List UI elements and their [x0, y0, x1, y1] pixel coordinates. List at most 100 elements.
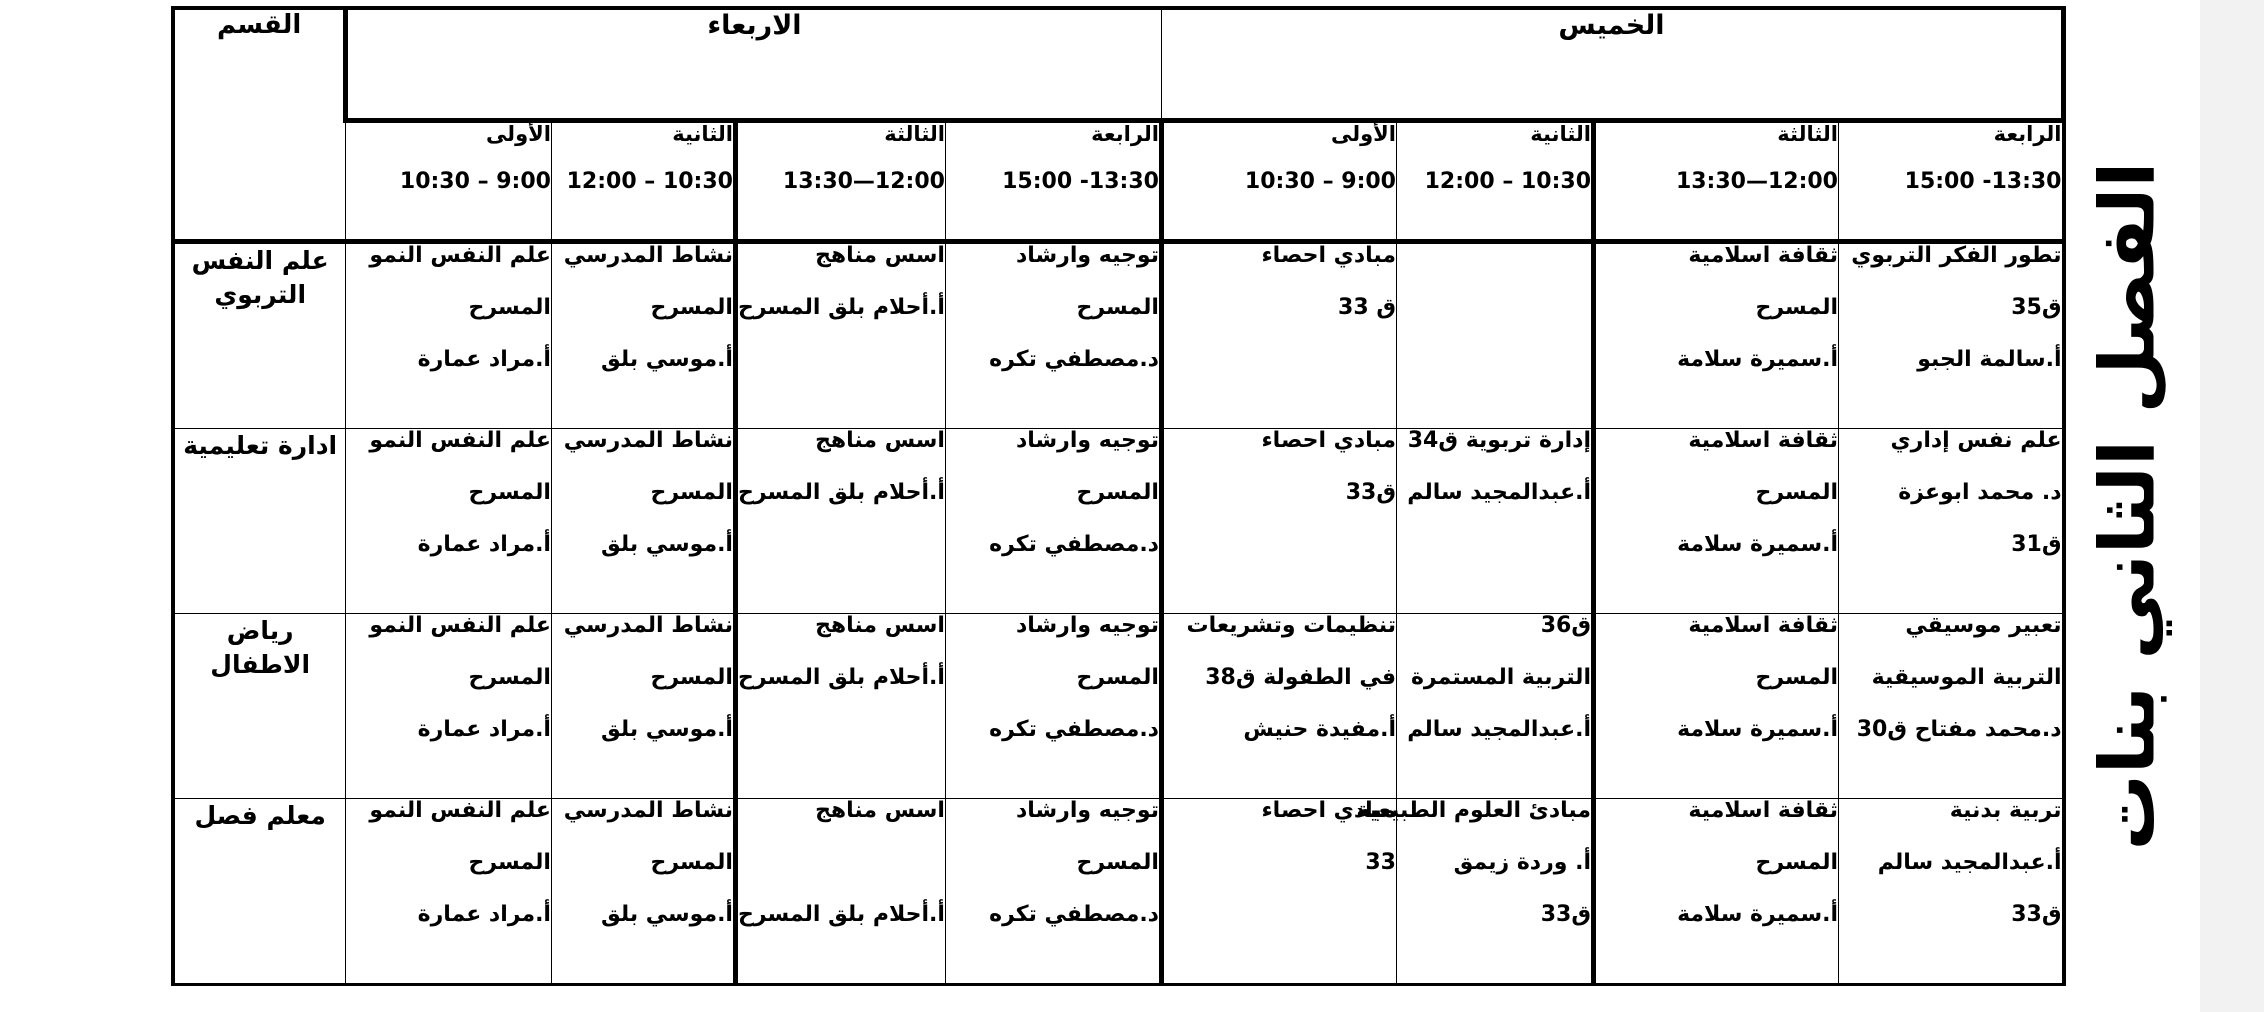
- slot-line: المسرح: [468, 665, 551, 690]
- slot-cell[interactable]: اسس مناهج أ.أحلام بلق المسرح: [732, 613, 946, 799]
- slot-line: ق33: [1540, 902, 1591, 927]
- slot-cell[interactable]: ق36 التربية المستمرة أ.عبدالمجيد سالم: [1396, 613, 1594, 799]
- slot-line: أ.عبدالمجيد سالم: [1877, 850, 2062, 875]
- slot-cell[interactable]: نشاط المدرسي المسرح أ.موسي بلق: [550, 613, 736, 799]
- slot-cell[interactable]: علم نفس إداري د. محمد ابوعزة ق31: [1838, 428, 2066, 614]
- slot-cell[interactable]: ثقافة اسلامية المسرح أ.سميرة سلامة: [1591, 613, 1839, 799]
- slot-cell[interactable]: توجيه وارشاد المسرح د.مصطفي تكره: [944, 613, 1164, 799]
- slot-cell[interactable]: توجيه وارشاد المسرح د.مصطفي تكره: [944, 241, 1164, 429]
- slot-line: علم نفس إداري: [1890, 428, 2062, 453]
- slot-line: في الطفولة ق38: [1205, 665, 1396, 690]
- slot-line: علم النفس النمو: [369, 613, 551, 638]
- slot-cell[interactable]: مبادي احصاء 33: [1160, 798, 1398, 986]
- slot-cell[interactable]: مبادي احصاء ق 33: [1160, 241, 1398, 429]
- slot-line: المسرح: [1755, 295, 1838, 320]
- period-time: 15:00 -13:30: [1002, 169, 1159, 195]
- slot-cell[interactable]: علم النفس النمو المسرح أ.مراد عمارة: [344, 798, 552, 986]
- slot-line: نشاط المدرسي: [563, 613, 733, 638]
- period-time: 13:30—12:00: [782, 169, 945, 195]
- slot-cell[interactable]: ثقافة اسلامية المسرح أ.سميرة سلامة: [1591, 241, 1839, 429]
- period-header-thursday-3: الثانية 12:00 – 10:30: [1396, 120, 1594, 244]
- department-cell[interactable]: رياض الاطفال: [171, 613, 346, 799]
- slot-cell[interactable]: تربية بدنية أ.عبدالمجيد سالم ق33: [1838, 798, 2066, 986]
- period-time: 15:00 -13:30: [1904, 169, 2062, 195]
- slot-cell[interactable]: تنظيمات وتشريعات في الطفولة ق38 أ.مفيدة حن…: [1160, 613, 1398, 799]
- slot-line: المسرح: [1076, 480, 1159, 505]
- slot-cell[interactable]: ثقافة اسلامية المسرح أ.سميرة سلامة: [1591, 798, 1839, 986]
- department-cell[interactable]: ادارة تعليمية: [171, 428, 346, 614]
- slot-line: اسس مناهج: [815, 428, 945, 453]
- period-name: الأولى: [1330, 122, 1396, 146]
- slot-cell[interactable]: علم النفس النمو المسرح أ.مراد عمارة: [344, 613, 552, 799]
- day-header-thursday: الخميس: [1160, 6, 2067, 123]
- slot-line: نشاط المدرسي: [563, 798, 733, 823]
- slot-line: أ.عبدالمجيد سالم: [1407, 480, 1591, 505]
- slot-line: المسرح: [1755, 665, 1838, 690]
- slot-line: تطور الفكر التربوي: [1851, 243, 2062, 268]
- slot-line: أ.أحلام بلق المسرح: [737, 480, 945, 505]
- slot-line: أ.موسي بلق: [601, 717, 733, 742]
- slot-line: 33: [1365, 850, 1396, 875]
- slot-cell[interactable]: تعبير موسيقي التربية الموسيقية د.محمد مفتا…: [1838, 613, 2066, 799]
- period-name: الأولى: [485, 122, 551, 146]
- slot-line: مبادي احصاء: [1261, 243, 1396, 268]
- slot-line: أ.سميرة سلامة: [1677, 717, 1838, 742]
- slot-line: نشاط المدرسي: [563, 428, 733, 453]
- timetable-row: تعبير موسيقي التربية الموسيقية د.محمد مفتا…: [171, 613, 2066, 799]
- slot-cell[interactable]: نشاط المدرسي المسرح أ.موسي بلق: [550, 428, 736, 614]
- period-header-wednesday-1: الرابعة 15:00 -13:30: [944, 120, 1164, 244]
- slot-cell[interactable]: توجيه وارشاد المسرح د.مصطفي تكره: [944, 428, 1164, 614]
- slot-line: إدارة تربوية ق34: [1407, 428, 1591, 453]
- document-vertical-title: الفصل الثاني بنات: [2081, 161, 2171, 851]
- department-label: معلم فصل: [194, 801, 326, 830]
- slot-line: ق33: [2011, 902, 2062, 927]
- slot-line: نشاط المدرسي: [563, 243, 733, 268]
- dept-column-header-label: القسم: [217, 10, 302, 40]
- period-name: الثالثة: [1777, 122, 1838, 146]
- department-label: رياض الاطفال: [210, 616, 311, 679]
- department-cell[interactable]: علم النفس التربوي: [171, 241, 346, 429]
- dept-column-header: القسم: [171, 6, 346, 244]
- slot-line: د.مصطفي تكره: [989, 717, 1159, 742]
- slot-line: ق 33: [1338, 295, 1396, 320]
- slot-cell[interactable]: علم النفس النمو المسرح أ.مراد عمارة: [344, 428, 552, 614]
- slot-cell[interactable]: اسس مناهج أ.أحلام بلق المسرح: [732, 798, 946, 986]
- slot-cell[interactable]: إدارة تربوية ق34 أ.عبدالمجيد سالم: [1396, 428, 1594, 614]
- period-header-thursday-1: الرابعة 15:00 -13:30: [1838, 120, 2066, 244]
- slot-line: أ.موسي بلق: [601, 532, 733, 557]
- slot-cell[interactable]: مبادي احصاء ق33: [1160, 428, 1398, 614]
- slot-line: أ.مراد عمارة: [417, 532, 551, 557]
- period-time: 12:00 – 10:30: [1424, 169, 1591, 195]
- slot-line: مبادي احصاء: [1261, 798, 1396, 823]
- slot-line: المسرح: [468, 850, 551, 875]
- slot-line: ثقافة اسلامية: [1688, 613, 1838, 638]
- period-name: الرابعة: [1091, 122, 1159, 146]
- department-cell[interactable]: معلم فصل: [171, 798, 346, 986]
- slot-line: علم النفس النمو: [369, 243, 551, 268]
- slot-cell[interactable]: نشاط المدرسي المسرح أ.موسي بلق: [550, 241, 736, 429]
- slot-cell[interactable]: نشاط المدرسي المسرح أ.موسي بلق: [550, 798, 736, 986]
- slot-line: توجيه وارشاد: [1016, 798, 1159, 823]
- slot-line: أ.مراد عمارة: [417, 902, 551, 927]
- slot-line: المسرح: [1755, 850, 1838, 875]
- slot-line: اسس مناهج: [815, 798, 945, 823]
- slot-line: المسرح: [468, 295, 551, 320]
- slot-cell[interactable]: اسس مناهج أ.أحلام بلق المسرح: [732, 241, 946, 429]
- slot-line: المسرح: [650, 480, 733, 505]
- slot-line: أ.سميرة سلامة: [1677, 532, 1838, 557]
- slot-line: أ.موسي بلق: [601, 902, 733, 927]
- slot-cell[interactable]: مبادئ العلوم الطبيعية أ. وردة زيمق ق33: [1356, 798, 1594, 986]
- slot-cell[interactable]: ثقافة اسلامية المسرح أ.سميرة سلامة: [1591, 428, 1839, 614]
- slot-line: المسرح: [650, 295, 733, 320]
- slot-line: المسرح: [1076, 295, 1159, 320]
- slot-line: التربية المستمرة: [1410, 665, 1591, 690]
- slot-cell[interactable]: توجيه وارشاد المسرح د.مصطفي تكره: [944, 798, 1164, 986]
- slot-cell[interactable]: [1396, 241, 1594, 429]
- slot-cell[interactable]: اسس مناهج أ.أحلام بلق المسرح: [732, 428, 946, 614]
- slot-cell[interactable]: تطور الفكر التربوي ق35 أ.سالمة الجبو: [1838, 241, 2066, 429]
- vertical-title-container: الفصل الثاني بنات: [2062, 0, 2192, 1012]
- slot-line: علم النفس النمو: [369, 428, 551, 453]
- period-time: 10:30 – 9:00: [399, 169, 551, 195]
- slot-cell[interactable]: علم النفس النمو المسرح أ.مراد عمارة: [344, 241, 552, 429]
- slot-line: المسرح: [1755, 480, 1838, 505]
